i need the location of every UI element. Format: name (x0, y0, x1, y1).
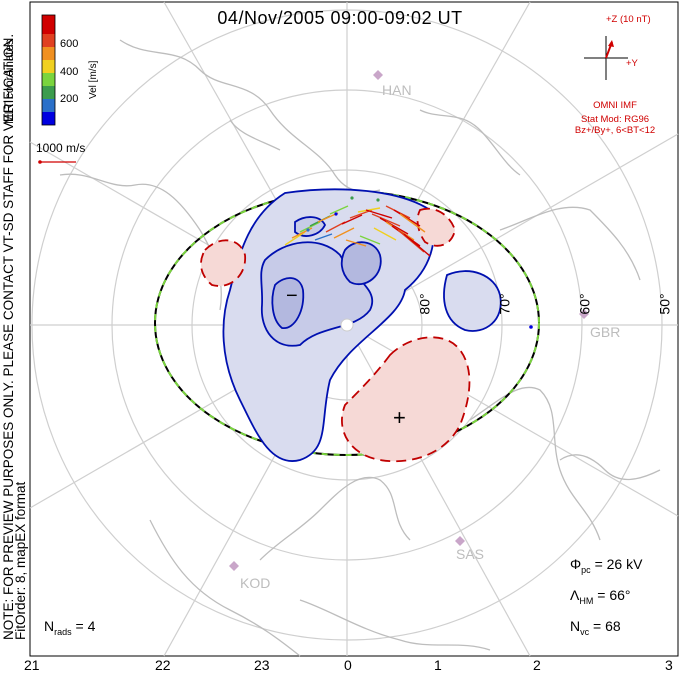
pole-marker (340, 318, 354, 332)
colorbar-tick-400: 400 (60, 66, 79, 78)
colorbar-unit: Vel [m/s] (88, 60, 99, 99)
mlt-label-0: 0 (344, 657, 352, 673)
velocity-vectors (284, 196, 533, 329)
velocity-reference-label: 1000 m/s (36, 141, 86, 155)
hm-boundary-latitude: ΛHM = 66° (570, 587, 631, 606)
nrads-subscript: rads (54, 626, 72, 637)
lambda-subscript: HM (579, 595, 594, 606)
lambda-symbol: Λ (570, 587, 580, 603)
nvc-value: = 68 (593, 618, 621, 634)
radar-label-kod: KOD (240, 575, 271, 591)
vector-count: Nvc = 68 (570, 618, 621, 637)
radar-count: Nrads = 4 (44, 618, 95, 637)
mlt-label-23: 23 (254, 657, 270, 673)
fit-order-note: FitOrder: 8, mapEX format (13, 481, 28, 640)
negative-potential-cell: − (222, 188, 502, 462)
mlt-label-3: 3 (665, 657, 673, 673)
lambda-value: = 66° (597, 587, 631, 603)
phi-symbol: Φ (570, 556, 582, 572)
velocity-colorbar (41, 14, 56, 126)
colorbar-tick-600: 600 (60, 38, 79, 50)
colorbar-title: MLT coordinates (4, 39, 16, 124)
radar-markers (229, 70, 589, 571)
lat-label-60: 60° (576, 293, 593, 315)
mlt-label-1: 1 (434, 657, 442, 673)
nrads-symbol: N (44, 618, 55, 634)
imf-y-label: +Y (626, 58, 638, 69)
colorbar-tick-200: 200 (60, 93, 79, 105)
cross-polar-potential: Φpc = 26 kV (570, 556, 642, 575)
imf-source: OMNI IMF (593, 100, 637, 111)
stat-model: Stat Mod: RG96 (580, 114, 650, 125)
nvc-symbol: N (570, 618, 581, 634)
positive-potential-cell: + (200, 207, 471, 463)
phi-subscript: pc (581, 564, 591, 575)
min-potential-marker: − (286, 285, 298, 307)
nvc-subscript: vc (580, 626, 590, 637)
radar-label-sas: SAS (456, 546, 485, 562)
map-title: 04/Nov/2005 09:00-09:02 UT (217, 8, 463, 28)
mlt-label-2: 2 (533, 657, 541, 673)
lat-label-80: 80° (416, 293, 433, 315)
mlt-label-21: 21 (24, 657, 40, 673)
max-potential-marker: + (393, 405, 406, 430)
radar-label-gbr: GBR (590, 324, 621, 340)
imf-condition: Bz+/By+, 6<BT<12 (574, 125, 656, 136)
imf-clock (584, 36, 628, 80)
nrads-value: = 4 (75, 618, 96, 634)
mlt-label-22: 22 (155, 657, 171, 673)
imf-z-label: +Z (10 nT) (606, 14, 651, 25)
plot-frame (29, 1, 679, 657)
radar-label-han: HAN (382, 82, 412, 98)
lat-label-50: 50° (656, 293, 673, 315)
phi-value: = 26 kV (594, 556, 643, 572)
velocity-reference-vector (38, 160, 76, 164)
lat-label-70: 70° (496, 293, 513, 315)
